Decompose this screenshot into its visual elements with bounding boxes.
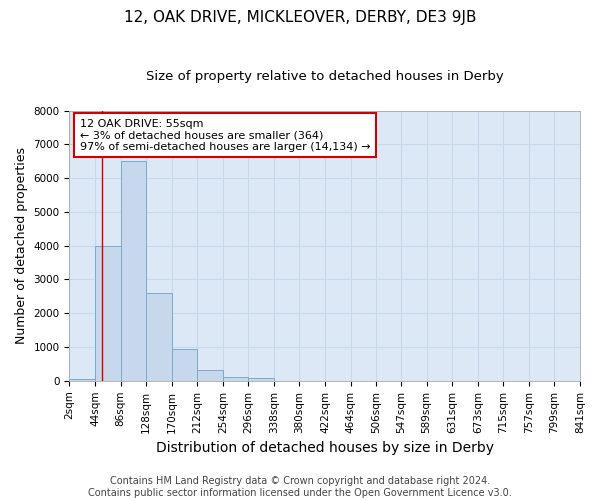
Text: 12, OAK DRIVE, MICKLEOVER, DERBY, DE3 9JB: 12, OAK DRIVE, MICKLEOVER, DERBY, DE3 9J… bbox=[124, 10, 476, 25]
Bar bbox=[146, 293, 172, 381]
Bar bbox=[223, 377, 248, 381]
Y-axis label: Number of detached properties: Number of detached properties bbox=[15, 147, 28, 344]
Text: 12 OAK DRIVE: 55sqm
← 3% of detached houses are smaller (364)
97% of semi-detach: 12 OAK DRIVE: 55sqm ← 3% of detached hou… bbox=[80, 118, 370, 152]
Bar bbox=[95, 246, 121, 381]
Text: Contains HM Land Registry data © Crown copyright and database right 2024.
Contai: Contains HM Land Registry data © Crown c… bbox=[88, 476, 512, 498]
X-axis label: Distribution of detached houses by size in Derby: Distribution of detached houses by size … bbox=[156, 441, 494, 455]
Bar bbox=[70, 379, 95, 381]
Title: Size of property relative to detached houses in Derby: Size of property relative to detached ho… bbox=[146, 70, 503, 83]
Bar bbox=[248, 378, 274, 381]
Bar bbox=[121, 161, 146, 381]
Bar bbox=[197, 370, 223, 381]
Bar bbox=[172, 348, 197, 381]
